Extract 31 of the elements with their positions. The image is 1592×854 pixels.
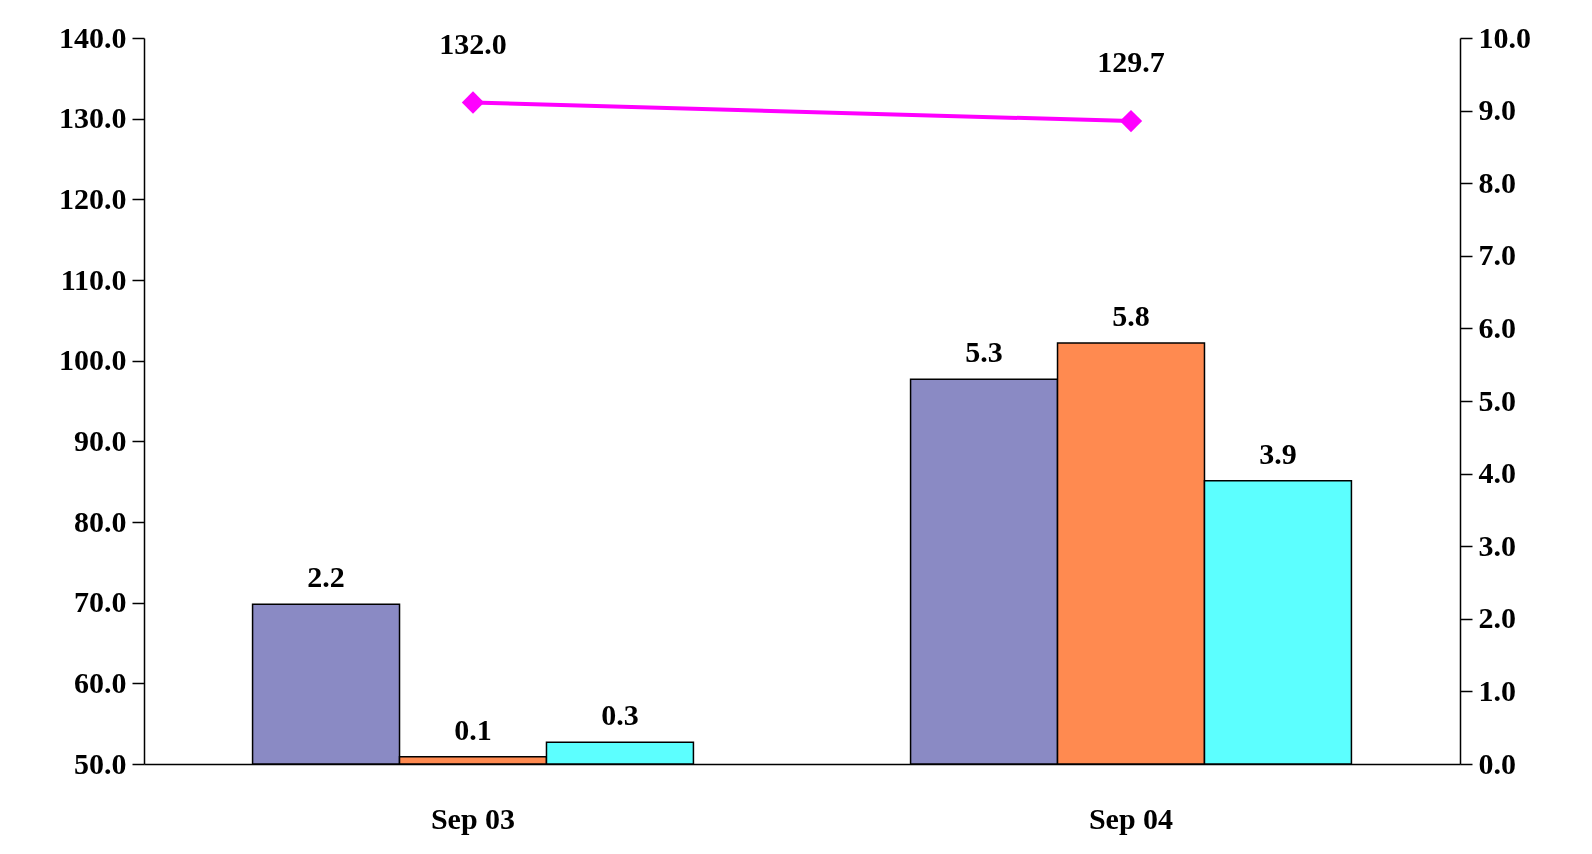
y-tick-label: 50.0	[74, 746, 127, 780]
y2-tick-label: 5.0	[1478, 383, 1516, 417]
y-tick-label: 140.0	[59, 20, 127, 54]
data-label: 2.2	[307, 560, 345, 594]
data-label: 0.1	[454, 712, 492, 746]
y2-tick-label: 6.0	[1478, 310, 1516, 344]
data-label: 5.8	[1112, 298, 1150, 332]
y-tick-label: 80.0	[74, 504, 127, 538]
y2-tick-label: 1.0	[1478, 673, 1516, 707]
x-tick-label: Sep 04	[1088, 801, 1174, 835]
data-label: 132.0	[439, 26, 507, 60]
y-tick-label: 70.0	[74, 585, 127, 619]
y-tick-label: 130.0	[59, 101, 127, 135]
y2-tick-label: 4.0	[1478, 456, 1516, 490]
y2-tick-label: 7.0	[1478, 238, 1516, 272]
y-tick-label: 110.0	[60, 262, 127, 296]
y2-tick-label: 9.0	[1478, 93, 1516, 127]
x-tick-label: Sep 03	[430, 801, 516, 835]
y2-tick-label: 0.0	[1478, 746, 1516, 780]
y-tick-label: 60.0	[74, 665, 127, 699]
data-label: 5.3	[965, 335, 1003, 369]
y2-tick-label: 8.0	[1478, 165, 1516, 199]
y2-tick-label: 10.0	[1478, 20, 1531, 54]
y2-tick-label: 2.0	[1478, 601, 1516, 635]
data-label: 0.3	[601, 698, 639, 732]
data-label: 129.7	[1097, 45, 1165, 79]
data-label: 3.9	[1259, 436, 1297, 470]
y-tick-label: 100.0	[59, 343, 127, 377]
y-tick-label: 90.0	[74, 423, 127, 457]
y2-tick-label: 3.0	[1478, 528, 1516, 562]
y-tick-label: 120.0	[59, 181, 127, 215]
